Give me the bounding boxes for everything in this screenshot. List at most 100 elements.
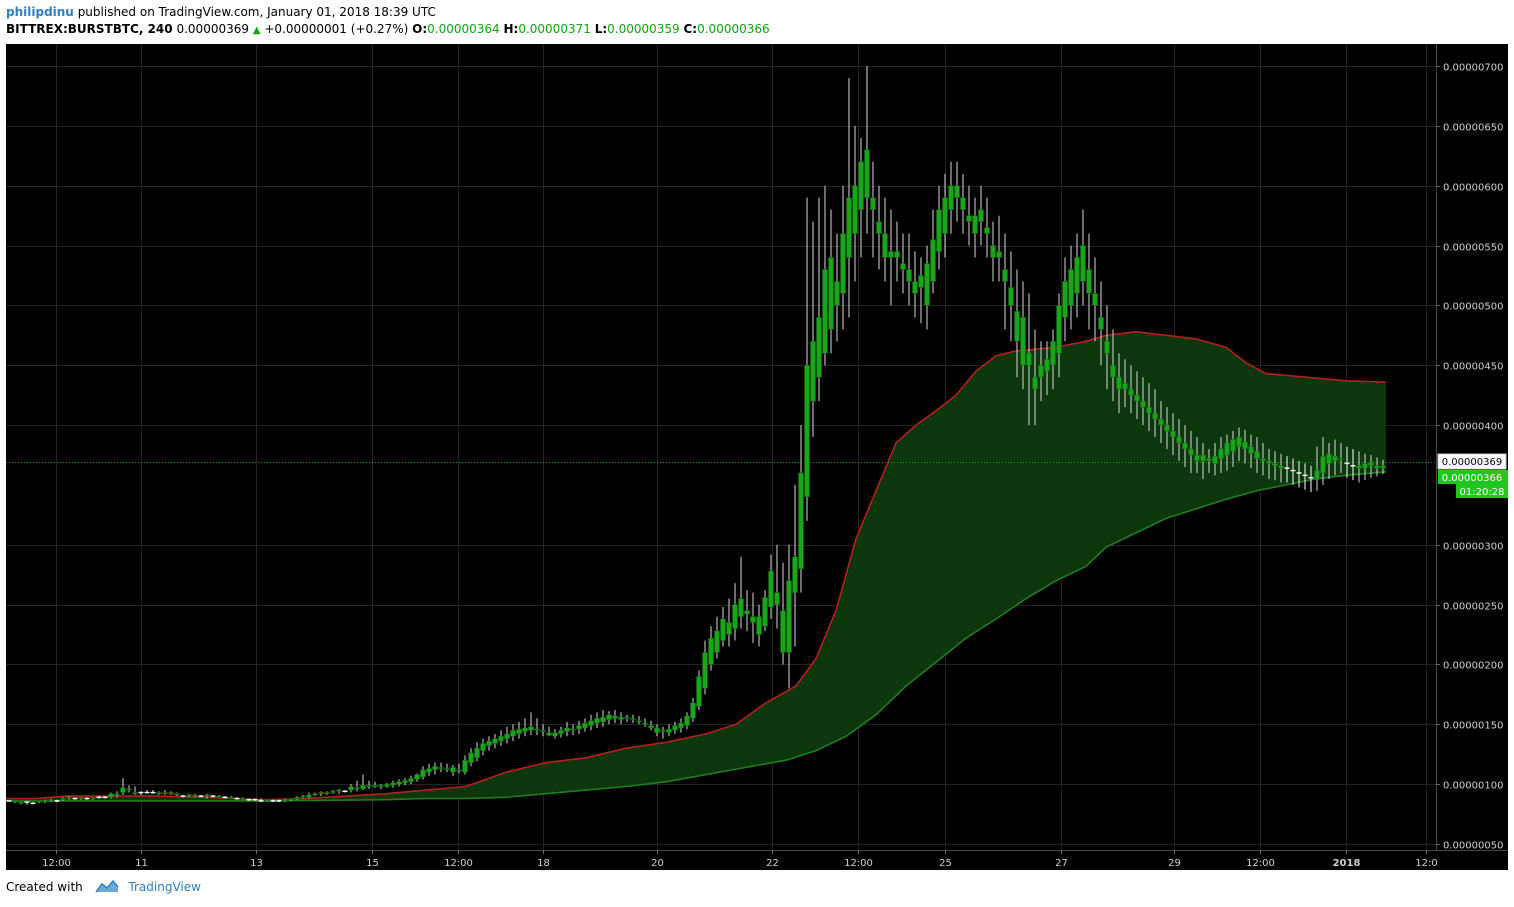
candle — [396, 779, 402, 787]
low-label: L: — [594, 22, 608, 36]
candle — [486, 736, 492, 751]
candle-body — [960, 197, 966, 210]
x-tick-label: 12:00 — [42, 858, 71, 869]
candle-body — [594, 718, 600, 724]
tradingview-logo-icon[interactable] — [94, 879, 119, 896]
candle-body — [78, 797, 84, 799]
candle — [204, 793, 210, 799]
candle — [618, 712, 624, 725]
candle-body — [1266, 460, 1272, 464]
candle-body — [1332, 455, 1338, 462]
candle-body — [480, 743, 486, 751]
candle-body — [1356, 465, 1362, 469]
candle — [708, 626, 714, 671]
candle — [1332, 439, 1338, 476]
tradingview-link[interactable]: TradingView — [128, 880, 201, 894]
candle-body — [1140, 400, 1146, 408]
candle — [672, 721, 678, 734]
candle — [582, 718, 588, 732]
candle-body — [306, 794, 312, 798]
candle — [504, 726, 510, 744]
candle-body — [948, 185, 954, 210]
candle-body — [756, 616, 762, 635]
candle-body — [1020, 317, 1026, 366]
candle-body — [324, 792, 330, 794]
candle-body — [264, 799, 270, 802]
candle-body — [534, 728, 540, 731]
candle-body — [1152, 412, 1158, 420]
candle — [702, 640, 708, 695]
candle — [1038, 341, 1044, 402]
candle-body — [1194, 454, 1200, 462]
x-tick-label: 18 — [537, 858, 550, 869]
candle — [294, 796, 300, 800]
candle — [942, 173, 948, 258]
candle — [390, 780, 396, 788]
candle — [858, 137, 864, 258]
candle-body — [642, 722, 648, 725]
candle-body — [804, 364, 810, 498]
candle-body — [1158, 418, 1164, 426]
candle — [810, 221, 816, 438]
candle-body — [876, 221, 882, 234]
candle-body — [336, 789, 342, 792]
price-chart[interactable]: 0.00000700 0.00000650 0.00000600 0.00000550… — [6, 44, 1508, 870]
candle-body — [684, 715, 690, 726]
candle-body — [588, 720, 594, 726]
candle — [510, 724, 516, 742]
candle — [900, 233, 906, 294]
candle-body — [1260, 458, 1266, 462]
candle — [1314, 446, 1320, 491]
candle — [786, 544, 792, 689]
x-tick-label: 20 — [651, 858, 664, 869]
candle-body — [390, 782, 396, 786]
candle-body — [1374, 465, 1380, 469]
candle — [726, 598, 732, 647]
candle — [840, 185, 846, 330]
candle-body — [690, 702, 696, 719]
candle-body — [1044, 358, 1050, 372]
candle — [144, 790, 150, 794]
candle-body — [1218, 448, 1224, 459]
candle — [798, 425, 804, 593]
candle — [1344, 446, 1350, 478]
candle-body — [1092, 293, 1098, 306]
x-tick-label: 12:00 — [444, 858, 473, 869]
candle — [162, 790, 168, 795]
candle-body — [1026, 353, 1032, 366]
open-label: O: — [412, 22, 428, 36]
candle-body — [1122, 382, 1128, 390]
candle — [1062, 257, 1068, 342]
candle-body — [1314, 470, 1320, 480]
candle-body — [954, 185, 960, 198]
candle-body — [174, 793, 180, 796]
candle-body — [48, 799, 54, 802]
candle-body — [894, 251, 900, 258]
candle-body — [486, 740, 492, 747]
candle-body — [1170, 430, 1176, 438]
candle-body — [864, 149, 870, 198]
candle-body — [168, 792, 174, 794]
candle — [648, 720, 654, 731]
candle — [1182, 425, 1188, 467]
candle — [1152, 389, 1158, 438]
candle-body — [1278, 465, 1284, 469]
candle-body — [1032, 376, 1038, 390]
candle — [1368, 455, 1374, 478]
author-link[interactable]: philipdinu — [6, 5, 74, 19]
candle — [18, 801, 24, 805]
published-text: published on TradingView.com, January 01… — [77, 5, 436, 19]
candle — [1200, 443, 1206, 479]
candle — [180, 794, 186, 798]
candle — [288, 798, 294, 801]
candle — [528, 712, 534, 736]
candle-body — [444, 768, 450, 771]
candle — [1356, 451, 1362, 483]
candle — [1260, 443, 1266, 476]
candle — [972, 197, 978, 258]
candle — [234, 797, 240, 800]
candle — [1014, 269, 1020, 378]
candle-body — [282, 799, 288, 802]
candle-body — [1362, 463, 1368, 469]
candle — [78, 797, 84, 800]
